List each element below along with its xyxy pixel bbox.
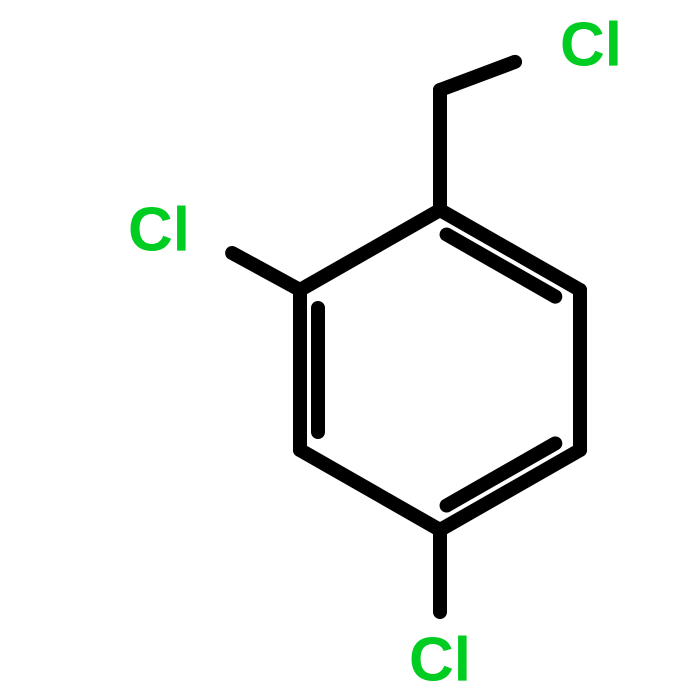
bond — [300, 210, 440, 290]
bonds-group — [232, 62, 580, 612]
bond — [300, 450, 440, 530]
chemical-structure-diagram: Cl Cl Cl — [0, 0, 700, 700]
atom-label: Cl — [409, 626, 471, 695]
atom-labels-group: Cl Cl Cl — [128, 11, 622, 695]
bond — [440, 62, 515, 90]
atom-label: Cl — [128, 196, 190, 265]
bond — [232, 253, 300, 290]
atom-label: Cl — [560, 11, 622, 80]
